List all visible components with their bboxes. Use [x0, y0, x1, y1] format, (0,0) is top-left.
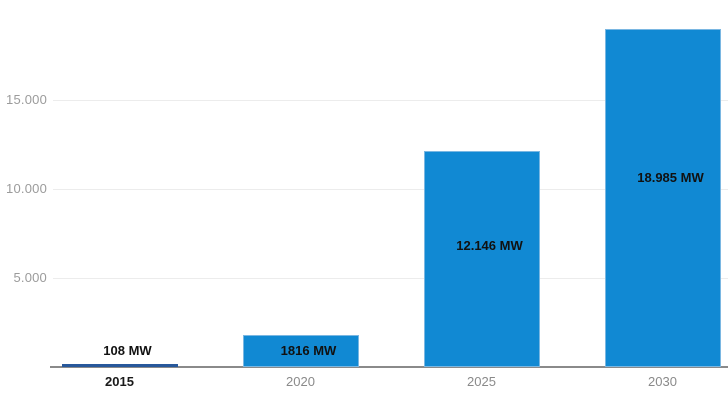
y-axis-tick-label: 5.000 [13, 270, 47, 285]
gridline-15000 [53, 99, 728, 101]
x-axis-line [50, 366, 728, 368]
bar-2020[interactable] [242, 334, 359, 367]
x-axis-tick-label-2025[interactable]: 2025 [467, 374, 496, 389]
y-axis-tick-label: 15.000 [6, 92, 47, 107]
bar-value-label-2030: 18.985 MW [637, 169, 704, 185]
x-axis-tick-label-2020[interactable]: 2020 [286, 374, 315, 389]
x-axis-tick-label-2030[interactable]: 2030 [648, 374, 677, 389]
bar-value-label-2015: 108 MW [103, 343, 152, 358]
bar-2015[interactable] [61, 364, 178, 367]
y-axis-tick-label: 10.000 [6, 181, 47, 196]
gridline-10000 [53, 188, 728, 190]
x-axis-tick-label-2015[interactable]: 2015 [105, 374, 134, 389]
bar-value-label-2020: 1816 MW [280, 342, 337, 358]
bar-2030[interactable] [604, 29, 721, 367]
bar-2025[interactable] [423, 150, 540, 367]
gridline-5000 [53, 277, 728, 279]
bar-value-label-2025: 12.146 MW [456, 237, 523, 253]
